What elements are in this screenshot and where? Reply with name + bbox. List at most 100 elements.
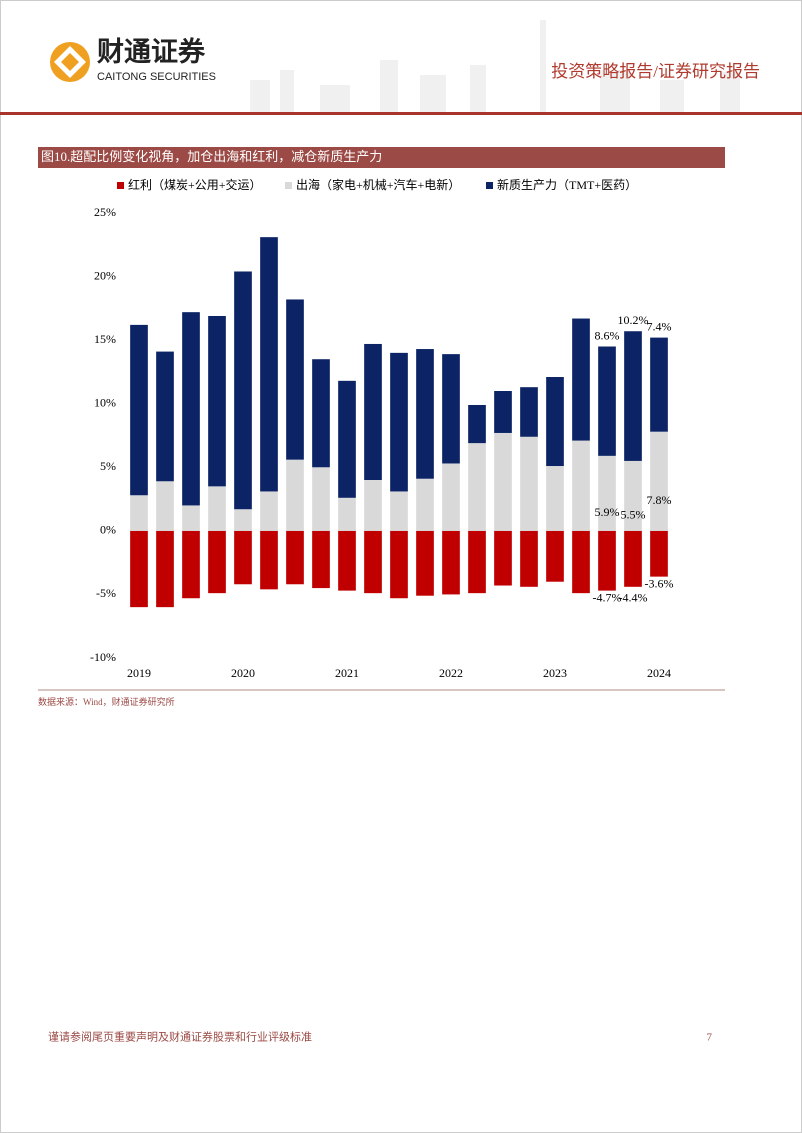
legend-swatch bbox=[285, 182, 292, 189]
bar bbox=[390, 530, 408, 599]
x-tick-label: 2022 bbox=[439, 666, 463, 680]
bar bbox=[156, 351, 174, 482]
company-name-en: CAITONG SECURITIES bbox=[97, 71, 216, 83]
bar bbox=[286, 299, 304, 460]
bar bbox=[468, 530, 486, 594]
bar bbox=[312, 530, 330, 589]
data-label: 7.8% bbox=[647, 493, 672, 507]
bar bbox=[208, 315, 226, 487]
bar bbox=[208, 486, 226, 531]
bar bbox=[234, 509, 252, 531]
bar bbox=[182, 530, 200, 599]
bar bbox=[494, 530, 512, 586]
data-label: 5.9% bbox=[595, 505, 620, 519]
figure-title-bar bbox=[38, 147, 725, 168]
x-tick-label: 2021 bbox=[335, 666, 359, 680]
bar bbox=[546, 530, 564, 582]
bar bbox=[650, 431, 668, 531]
bar bbox=[234, 530, 252, 585]
bar bbox=[364, 343, 382, 480]
bar bbox=[390, 491, 408, 531]
bar bbox=[494, 391, 512, 433]
bar bbox=[338, 497, 356, 531]
bar bbox=[286, 459, 304, 531]
bar bbox=[286, 530, 304, 585]
bar bbox=[130, 324, 148, 496]
y-tick-label: 5% bbox=[100, 459, 116, 473]
bar bbox=[338, 380, 356, 498]
y-tick-label: 20% bbox=[94, 268, 116, 282]
bar bbox=[182, 505, 200, 531]
bar bbox=[624, 460, 642, 531]
y-tick-label: 0% bbox=[100, 523, 116, 537]
bar bbox=[442, 463, 460, 531]
x-tick-label: 2023 bbox=[543, 666, 567, 680]
bar bbox=[416, 349, 434, 479]
source: 数据来源：Wind，财通证券研究所 bbox=[38, 696, 175, 707]
skyline bbox=[250, 20, 740, 112]
bar bbox=[598, 346, 616, 456]
x-tick-label: 2019 bbox=[127, 666, 151, 680]
bar bbox=[234, 271, 252, 510]
y-tick-label: -5% bbox=[96, 586, 116, 600]
bar bbox=[416, 530, 434, 596]
bar bbox=[442, 530, 460, 595]
y-tick-label: 15% bbox=[94, 332, 116, 346]
bar bbox=[260, 530, 278, 590]
bar bbox=[338, 530, 356, 591]
header-rule bbox=[0, 112, 802, 115]
x-tick-label: 2024 bbox=[647, 666, 671, 680]
bar bbox=[494, 432, 512, 531]
bar bbox=[572, 530, 590, 594]
y-tick-label: -10% bbox=[90, 650, 116, 664]
bar bbox=[260, 491, 278, 531]
bar bbox=[572, 318, 590, 441]
figure-title: 图10.超配比例变化视角，加仓出海和红利，减仓新质生产力 bbox=[41, 149, 382, 164]
bar bbox=[156, 530, 174, 608]
data-label: 5.5% bbox=[621, 508, 646, 522]
bar bbox=[468, 443, 486, 531]
bar bbox=[572, 440, 590, 531]
legend-label: 出海（家电+机械+汽车+电新） bbox=[296, 177, 460, 192]
bar bbox=[260, 237, 278, 492]
data-label: 8.6% bbox=[595, 328, 620, 342]
bar bbox=[156, 481, 174, 531]
bar bbox=[390, 352, 408, 492]
bar bbox=[650, 337, 668, 432]
bar bbox=[208, 530, 226, 594]
data-label: -4.4% bbox=[619, 591, 648, 605]
bar bbox=[442, 354, 460, 464]
x-tick-label: 2020 bbox=[231, 666, 255, 680]
bar bbox=[624, 331, 642, 461]
company-name: 财通证券 bbox=[97, 36, 206, 67]
bar bbox=[520, 387, 538, 437]
legend-swatch bbox=[117, 182, 124, 189]
bar bbox=[416, 478, 434, 531]
bar bbox=[312, 467, 330, 531]
footer-disclaimer: 谨请参阅尾页重要声明及财通证券股票和行业评级标准 bbox=[48, 1030, 312, 1044]
bar bbox=[520, 530, 538, 587]
bar bbox=[312, 359, 330, 468]
bar bbox=[130, 530, 148, 608]
bar bbox=[546, 466, 564, 531]
bar bbox=[624, 530, 642, 587]
bar bbox=[468, 404, 486, 444]
bar bbox=[598, 455, 616, 531]
report-type: 投资策略报告/证券研究报告 bbox=[551, 62, 760, 81]
legend-label: 新质生产力（TMT+医药） bbox=[497, 177, 637, 192]
bar bbox=[182, 312, 200, 506]
data-label: -4.7% bbox=[593, 590, 622, 604]
bar bbox=[650, 530, 668, 577]
bar bbox=[520, 436, 538, 531]
bar bbox=[364, 480, 382, 531]
data-label: 10.2% bbox=[618, 313, 649, 327]
data-label: 7.4% bbox=[647, 319, 672, 333]
y-tick-label: 25% bbox=[94, 205, 116, 219]
logo bbox=[50, 42, 90, 82]
y-tick-label: 10% bbox=[94, 395, 116, 409]
bar bbox=[546, 377, 564, 467]
bar bbox=[364, 530, 382, 594]
bar bbox=[598, 530, 616, 591]
chart: -10% -5% 0% 5% 10% 15% 20% 25% 红利（煤炭+公用+交运） 出海（家电… bbox=[90, 177, 674, 680]
